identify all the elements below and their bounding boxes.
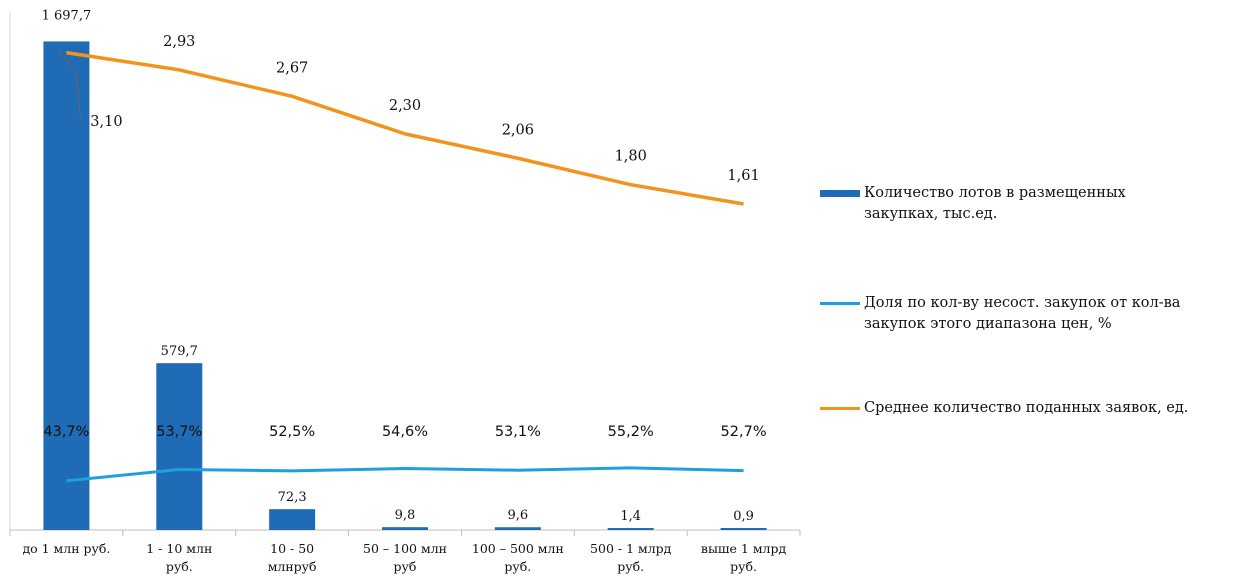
x-tick-label: 50 – 100 млн <box>363 541 447 556</box>
x-tick-label: руб. <box>730 559 757 574</box>
x-tick-label: 10 - 50 <box>270 541 314 556</box>
x-tick-label: руб <box>394 559 417 574</box>
x-tick-label: до 1 млн руб. <box>22 541 110 556</box>
bar <box>607 528 654 530</box>
data-label-leader <box>58 50 77 73</box>
bar <box>43 41 90 530</box>
share-data-label: 52,5% <box>269 424 315 440</box>
legend-label-line: Количество лотов в размещенных <box>864 185 1126 201</box>
bar <box>156 363 203 530</box>
x-tick-label: млнруб <box>268 559 317 574</box>
avg-data-label: 3,10 <box>90 114 122 130</box>
series-line-avg <box>66 50 744 206</box>
share-data-label: 52,7% <box>721 424 767 440</box>
x-tick-label: руб. <box>504 559 531 574</box>
avg-data-label: 1,80 <box>615 149 647 165</box>
legend-swatch-bar <box>820 190 860 197</box>
bar <box>382 527 428 530</box>
bar-data-label: 1 697,7 <box>42 8 92 23</box>
avg-data-label: 2,30 <box>389 98 421 114</box>
bar-data-label: 1,4 <box>620 509 641 524</box>
series-line-share <box>66 466 744 483</box>
x-tick-label: 500 - 1 млрд <box>590 541 672 556</box>
share-data-label: 53,1% <box>495 424 541 440</box>
share-data-label: 43,7% <box>43 424 89 440</box>
bar-data-label: 579,7 <box>161 344 198 359</box>
legend-label-lots: Количество лотов в размещенных закупках,… <box>864 183 1126 225</box>
legend-item-share: Доля по кол-ву несост. закупок от кол-ва… <box>820 293 1180 335</box>
bar-data-label: 72,3 <box>278 490 307 505</box>
avg-data-label: 2,67 <box>276 60 308 76</box>
legend-item-lots: Количество лотов в размещенных закупках,… <box>820 183 1126 225</box>
share-data-label: 53,7% <box>156 424 202 440</box>
legend-label-line: закупок этого диапазона цен, % <box>864 316 1112 332</box>
data-label-leader <box>75 72 81 121</box>
legend-swatch-line <box>820 302 860 305</box>
bar-data-label: 0,9 <box>733 509 754 524</box>
legend-label-line: закупках, тыс.ед. <box>864 206 998 222</box>
legend-item-avg: Среднее количество поданных заявок, ед. <box>820 398 1188 419</box>
x-tick-label: руб. <box>166 559 193 574</box>
avg-data-label: 2,06 <box>502 122 534 138</box>
x-tick-label: выше 1 млрд <box>701 541 787 556</box>
x-tick-label: руб. <box>617 559 644 574</box>
chart-legend: Количество лотов в размещенных закупках,… <box>820 0 1245 581</box>
bar <box>720 528 767 530</box>
x-tick-label: 1 - 10 млн <box>146 541 212 556</box>
bar <box>269 509 316 530</box>
avg-data-label: 2,93 <box>163 34 195 50</box>
bar-data-label: 9,6 <box>508 508 529 523</box>
legend-label-share: Доля по кол-ву несост. закупок от кол-ва… <box>864 293 1180 335</box>
share-data-label: 55,2% <box>608 424 654 440</box>
avg-data-label: 1,61 <box>727 168 759 184</box>
legend-swatch-line <box>820 407 860 410</box>
legend-label-avg: Среднее количество поданных заявок, ед. <box>864 398 1188 419</box>
share-data-label: 54,6% <box>382 424 428 440</box>
x-tick-label: 100 – 500 млн <box>472 541 564 556</box>
legend-label-line: Доля по кол-ву несост. закупок от кол-ва <box>864 295 1181 311</box>
bar-data-label: 9,8 <box>395 508 416 523</box>
bar <box>494 527 541 530</box>
legend-label-line: Среднее количество поданных заявок, ед. <box>864 400 1189 416</box>
